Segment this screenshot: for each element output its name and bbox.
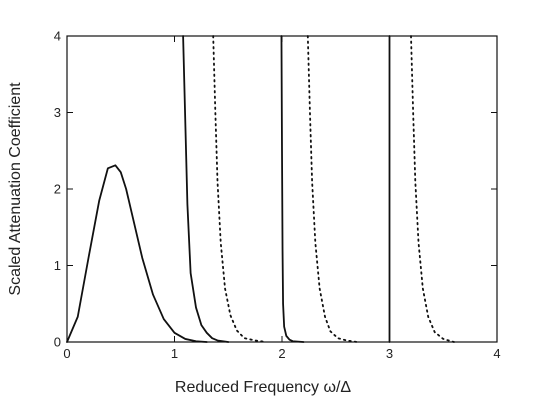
series-line-5: [306, 35, 359, 343]
x-tick-label: 1: [171, 346, 178, 361]
x-tick-label: 2: [278, 346, 285, 361]
y-tick-label: 1: [54, 258, 61, 273]
x-tick-label: 0: [63, 346, 70, 361]
series-line-7: [410, 35, 455, 343]
y-axis-label: Scaled Attenuation Coefficient: [7, 82, 24, 296]
series-line-3: [212, 35, 267, 343]
x-tick-label: 4: [493, 346, 500, 361]
x-axis-ticks: 0 1 2 3 4: [63, 36, 501, 361]
x-tick-label: 3: [386, 346, 393, 361]
x-axis-label: Reduced Frequency ω/Δ: [175, 379, 351, 396]
series-line-2: [182, 35, 230, 343]
plot-series: [66, 35, 455, 343]
y-axis-ticks: 0 1 2 3 4: [54, 29, 497, 350]
y-tick-label: 4: [54, 29, 61, 44]
series-line-4: [280, 35, 305, 343]
series-line-1: [66, 164, 208, 343]
y-tick-label: 0: [54, 335, 61, 350]
y-tick-label: 2: [54, 182, 61, 197]
y-tick-label: 3: [54, 105, 61, 120]
